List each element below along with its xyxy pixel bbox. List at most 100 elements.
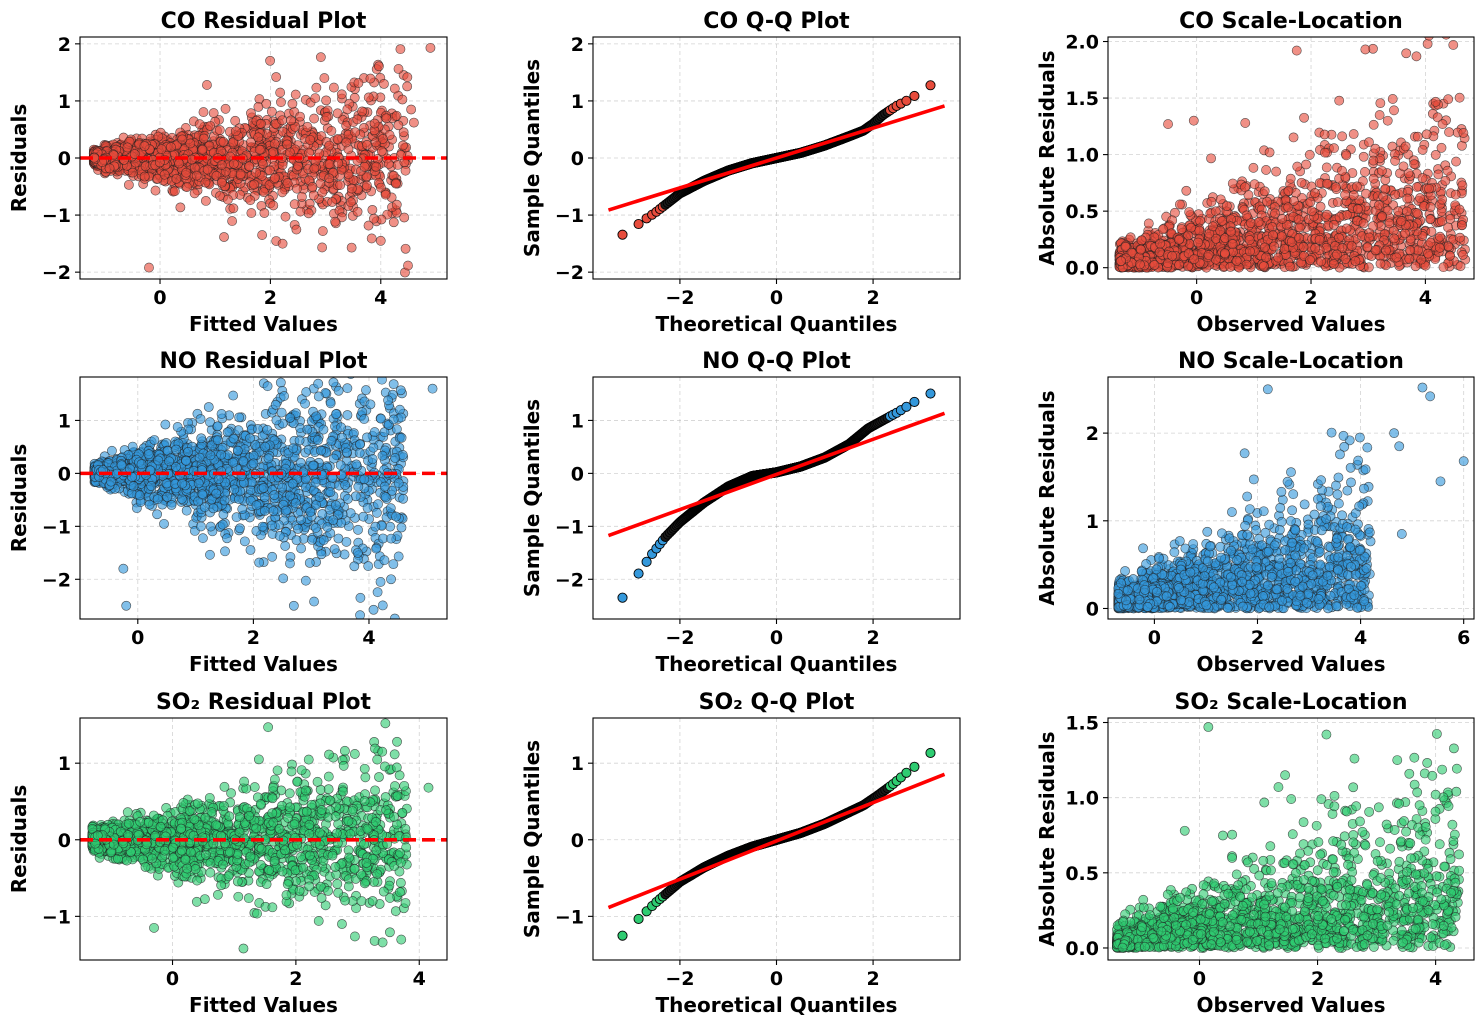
co-residual-point <box>335 180 346 190</box>
co-scale-point <box>1370 245 1381 256</box>
co-residual-point <box>245 137 256 148</box>
co-scale-outlier-point <box>1360 44 1371 55</box>
co-residual-point <box>391 199 402 210</box>
co-residual-point <box>291 224 302 235</box>
co-residual-point <box>287 98 298 109</box>
co-residual-point <box>276 97 286 108</box>
co-scale-point <box>1374 200 1384 211</box>
co-scale-point <box>1377 211 1388 222</box>
co-residual-point <box>246 108 256 119</box>
no-residual-point <box>300 575 311 586</box>
co-residual-xtick-label: 4 <box>374 287 387 309</box>
co-scale-point <box>1390 189 1400 200</box>
co-residual-point <box>357 106 368 117</box>
co-residual-point <box>395 44 406 55</box>
co-residual-point <box>403 260 413 271</box>
co-residual-point <box>174 158 185 169</box>
co-residual-ytick-label: 2 <box>58 34 71 56</box>
co-scale-ytick-label: 1.0 <box>1065 145 1099 167</box>
co-residual-title: CO Residual Plot <box>161 9 367 34</box>
no-residual-point <box>360 338 369 347</box>
co-scale-outlier-point <box>1188 115 1199 126</box>
co-scale-outlier-point <box>1163 119 1173 129</box>
co-scale-point <box>1440 175 1451 186</box>
co-residual-point <box>228 137 239 148</box>
co-scale-point <box>1454 92 1465 103</box>
co-residual-point <box>309 113 319 124</box>
co-scale-point <box>1337 131 1348 142</box>
co-residual-point <box>359 161 370 172</box>
co-scale-point <box>1364 262 1374 273</box>
co-scale-point <box>1434 242 1445 253</box>
co-scale-point <box>1227 239 1238 249</box>
co-residual-point <box>375 235 386 246</box>
co-scale-point <box>1441 37 1451 40</box>
co-residual-point <box>302 121 313 132</box>
no-residual-point <box>339 549 350 560</box>
co-residual-point <box>342 104 353 115</box>
co-scale-point <box>1396 216 1407 226</box>
co-residual-point <box>388 217 399 228</box>
co-residual-point <box>122 142 133 153</box>
co-scale-point <box>1304 149 1315 160</box>
co-scale-point <box>1328 220 1339 230</box>
co-residual-point <box>150 185 161 196</box>
co-scale-point <box>1402 206 1412 217</box>
co-scale-point <box>1176 224 1187 234</box>
co-residual-point <box>249 179 259 190</box>
no-residual-point <box>365 325 374 334</box>
co-residual-point <box>277 115 288 126</box>
co-residual-point <box>393 120 404 131</box>
co-scale-point <box>1432 112 1443 123</box>
co-scale-point <box>1310 243 1321 254</box>
co-qq-fit-line <box>607 104 946 212</box>
co-scale-point <box>1225 262 1236 272</box>
co-scale-point <box>1288 196 1299 206</box>
co-residual-point <box>261 98 272 109</box>
co-residual-point <box>165 142 176 152</box>
co-scale-point <box>1435 231 1445 242</box>
co-scale-point <box>1227 178 1238 189</box>
co-scale-point <box>1442 165 1453 176</box>
co-residual-point <box>303 208 314 219</box>
co-residual-point <box>350 127 361 138</box>
co-scale-point <box>1248 162 1259 173</box>
co-scale-point <box>1409 159 1420 170</box>
co-scale-point <box>1334 232 1344 243</box>
co-scale-point <box>1253 217 1264 227</box>
co-residual-point <box>228 203 239 214</box>
co-scale-point <box>1422 38 1433 49</box>
co-residual-point <box>191 170 202 181</box>
co-residual-point <box>369 213 379 224</box>
co-scale-point <box>1226 226 1236 237</box>
co-residual-point <box>332 108 343 119</box>
co-scale-point <box>1167 251 1178 261</box>
co-residual-point <box>268 200 279 211</box>
co-residual-point <box>371 161 382 172</box>
co-scale-point <box>1458 249 1468 260</box>
no-residual-point <box>353 524 363 535</box>
co-residual-point <box>215 190 225 201</box>
co-scale-outlier-point <box>1437 119 1448 129</box>
co-scale-point <box>1389 233 1399 244</box>
co-qq-xtick-label: 0 <box>770 287 783 309</box>
co-residual-point <box>245 195 256 206</box>
co-scale-point <box>1294 222 1305 233</box>
co-residual-point <box>182 182 192 192</box>
co-scale-point <box>1215 225 1226 236</box>
co-scale-point <box>1352 181 1362 192</box>
co-residual-point <box>380 189 391 200</box>
co-scale-point <box>1330 182 1341 193</box>
co-scale-point <box>1424 37 1434 41</box>
co-scale-point <box>1267 222 1278 232</box>
co-scale-point <box>1455 232 1465 243</box>
co-residual-point <box>352 206 363 217</box>
co-residual-point <box>277 187 288 198</box>
co-scale-point <box>1334 212 1345 222</box>
co-scale-point <box>1353 204 1363 215</box>
co-scale-point <box>1402 193 1413 204</box>
co-scale-point <box>1398 161 1409 172</box>
co-residual-point <box>202 164 213 175</box>
no-residual-plot-area <box>80 325 447 619</box>
co-residual-point <box>208 108 219 118</box>
